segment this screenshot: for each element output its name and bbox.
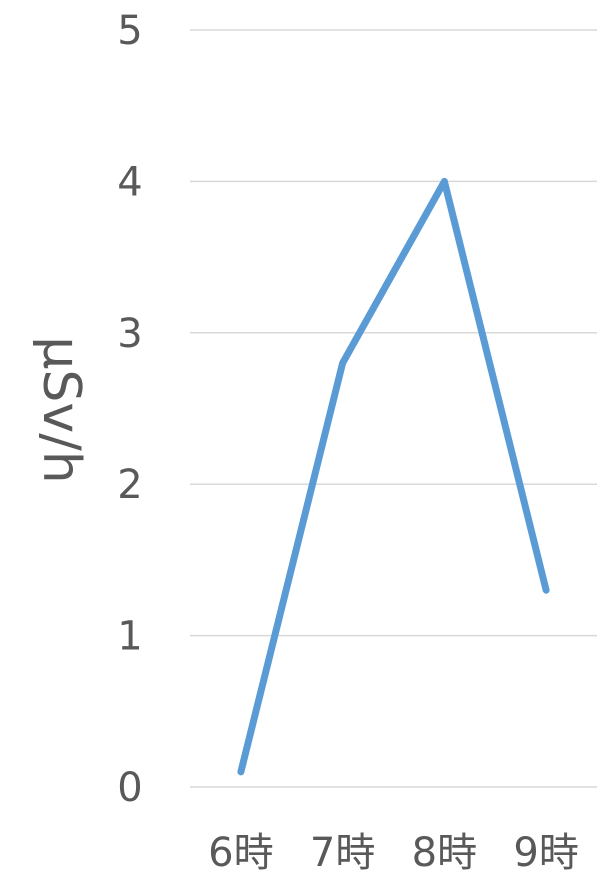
y-tick-label: 4 xyxy=(117,159,142,205)
x-tick-label: 7時 xyxy=(310,830,375,871)
y-axis-tick-labels: 0 1 2 3 4 5 xyxy=(117,8,142,811)
x-tick-label: 8時 xyxy=(412,830,477,871)
y-axis-label: μSv/h xyxy=(31,336,91,483)
y-tick-label: 5 xyxy=(117,8,142,54)
y-tick-label: 2 xyxy=(117,462,142,508)
series-line xyxy=(237,177,550,776)
x-tick-label: 9時 xyxy=(513,830,578,871)
x-axis-tick-labels: 6時 7時 8時 9時 xyxy=(208,830,579,871)
y-tick-label: 3 xyxy=(117,311,142,357)
y-tick-label: 1 xyxy=(117,614,142,660)
gridlines xyxy=(190,29,597,788)
y-tick-label: 0 xyxy=(117,765,142,811)
x-tick-label: 6時 xyxy=(208,830,273,871)
series-lines xyxy=(237,177,550,776)
